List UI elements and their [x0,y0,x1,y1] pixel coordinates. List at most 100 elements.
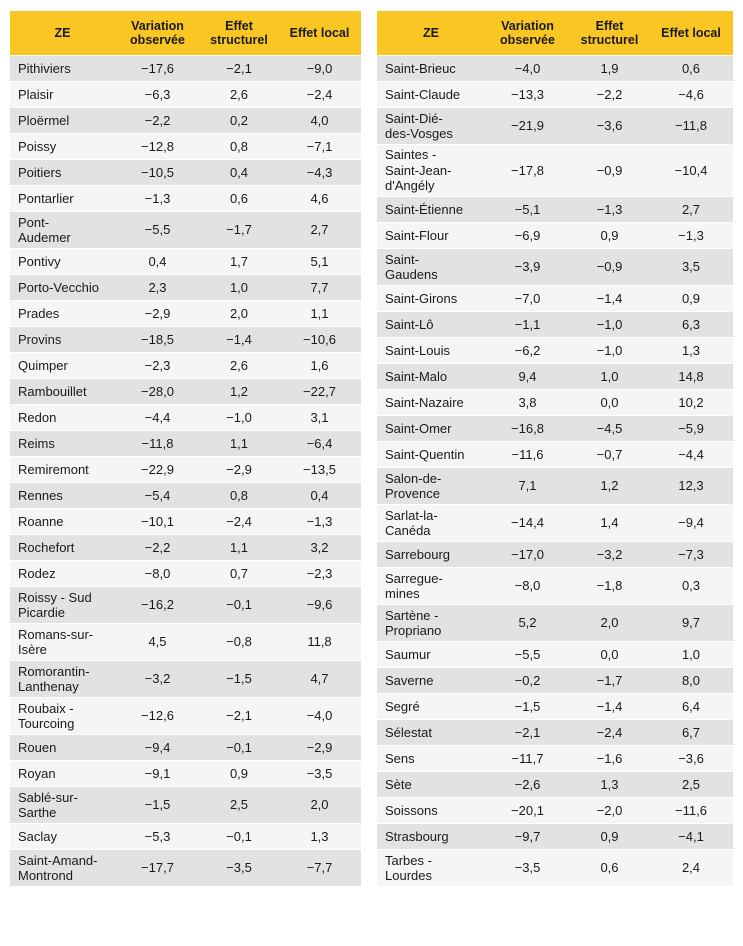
local-cell: −1,3 [278,508,361,535]
variation-cell: −2,6 [485,771,570,798]
ze-cell: Saverne [377,667,485,694]
ze-cell: Pithiviers [10,55,115,82]
ze-cell: Strasbourg [377,823,485,850]
ze-cell: Ploërmel [10,107,115,134]
variation-cell: −11,6 [485,441,570,468]
local-cell: 6,3 [649,311,733,338]
header-row: ZE Variation observée Effet structurel E… [377,11,733,56]
local-cell: −3,6 [649,745,733,772]
local-cell: −9,6 [278,586,361,624]
variation-cell: 3,8 [485,389,570,416]
structurel-cell: 0,6 [570,849,649,886]
local-cell: 2,5 [649,771,733,798]
ze-cell: Saint-Quentin [377,441,485,468]
local-cell: 10,2 [649,389,733,416]
variation-cell: −11,7 [485,745,570,772]
structurel-cell: 1,0 [570,363,649,390]
header-structurel: Effet structurel [570,11,649,56]
ze-cell: Soissons [377,797,485,824]
header-ze: ZE [10,11,115,56]
table-row: Saverne −0,2 −1,7 8,0 [377,667,733,694]
structurel-cell: −2,4 [570,719,649,746]
header-variation: Variation observée [115,11,200,56]
table-row: Sarregue-mines −8,0 −1,8 0,3 [377,567,733,605]
variation-cell: −8,0 [485,567,570,605]
ze-cell: Sélestat [377,719,485,746]
header-local: Effet local [649,11,733,56]
ze-cell: Sarregue-mines [377,567,485,605]
structurel-cell: 0,9 [570,222,649,249]
table-row: Saint- Gaudens −3,9 −0,9 3,5 [377,248,733,286]
structurel-cell: −0,8 [200,623,278,661]
table-row: Roanne −10,1 −2,4 −1,3 [10,508,361,535]
structurel-cell: −2,1 [200,55,278,82]
local-cell: −9,4 [649,504,733,542]
table-row: Soissons −20,1 −2,0 −11,6 [377,797,733,824]
table-row: Saint-Flour −6,9 0,9 −1,3 [377,222,733,249]
variation-cell: −6,9 [485,222,570,249]
table-row: Segré −1,5 −1,4 6,4 [377,693,733,720]
local-cell: −13,5 [278,456,361,483]
ze-cell: Porto-Vecchio [10,274,115,301]
table-row: Sarrebourg −17,0 −3,2 −7,3 [377,541,733,568]
ze-cell: Roubaix - Tourcoing [10,697,115,735]
local-cell: 14,8 [649,363,733,390]
ze-cell: Saumur [377,641,485,668]
variation-cell: −5,4 [115,482,200,509]
ze-cell: Sens [377,745,485,772]
structurel-cell: −1,7 [200,211,278,249]
structurel-cell: −1,0 [570,311,649,338]
variation-cell: −12,8 [115,133,200,160]
structurel-cell: 2,6 [200,81,278,108]
local-cell: 6,4 [649,693,733,720]
variation-cell: −3,5 [485,849,570,886]
variation-cell: −9,4 [115,734,200,761]
table-row: Saint-Quentin −11,6 −0,7 −4,4 [377,441,733,468]
local-cell: −11,8 [649,107,733,145]
variation-cell: −17,6 [115,55,200,82]
local-cell: −7,1 [278,133,361,160]
structurel-cell: −2,1 [200,697,278,735]
local-cell: −1,3 [649,222,733,249]
table-row: Sélestat −2,1 −2,4 6,7 [377,719,733,746]
ze-cell: Rouen [10,734,115,761]
local-cell: 11,8 [278,623,361,661]
variation-cell: −10,5 [115,159,200,186]
variation-cell: −1,5 [485,693,570,720]
variation-cell: −1,3 [115,185,200,212]
structurel-cell: 0,0 [570,389,649,416]
structurel-cell: 0,9 [570,823,649,850]
structurel-cell: −1,5 [200,660,278,698]
ze-cell: Romans-sur- Isère [10,623,115,661]
ze-cell: Saint-Brieuc [377,55,485,82]
local-cell: −10,4 [649,144,733,197]
table-row: Redon −4,4 −1,0 3,1 [10,404,361,431]
structurel-cell: 1,3 [570,771,649,798]
structurel-cell: 1,2 [200,378,278,405]
variation-cell: −5,3 [115,823,200,850]
variation-cell: −1,5 [115,786,200,824]
structurel-cell: −2,0 [570,797,649,824]
structurel-cell: 0,2 [200,107,278,134]
ze-cell: Saint- Gaudens [377,248,485,286]
structurel-cell: −0,1 [200,734,278,761]
table-row: Saint-Lô −1,1 −1,0 6,3 [377,311,733,338]
local-cell: −3,5 [278,760,361,787]
table-row: Sarlat-la- Canéda −14,4 1,4 −9,4 [377,504,733,542]
table-row: Strasbourg −9,7 0,9 −4,1 [377,823,733,850]
table-row: Saint-Louis −6,2 −1,0 1,3 [377,337,733,364]
variation-cell: −22,9 [115,456,200,483]
local-cell: −4,3 [278,159,361,186]
local-cell: −5,9 [649,415,733,442]
table-row: Saint-Amand- Montrond −17,7 −3,5 −7,7 [10,849,361,886]
local-cell: 2,7 [649,196,733,223]
variation-cell: −17,0 [485,541,570,568]
right-table-body: Saint-Brieuc −4,0 1,9 0,6 Saint-Claude −13,3−… [377,55,733,886]
variation-cell: −7,0 [485,285,570,312]
variation-cell: −16,2 [115,586,200,624]
structurel-cell: 2,0 [570,604,649,642]
variation-cell: −4,4 [115,404,200,431]
table-row: Sablé-sur- Sarthe −1,5 2,5 2,0 [10,786,361,824]
ze-cell: Prades [10,300,115,327]
ze-cell: Pontivy [10,248,115,275]
